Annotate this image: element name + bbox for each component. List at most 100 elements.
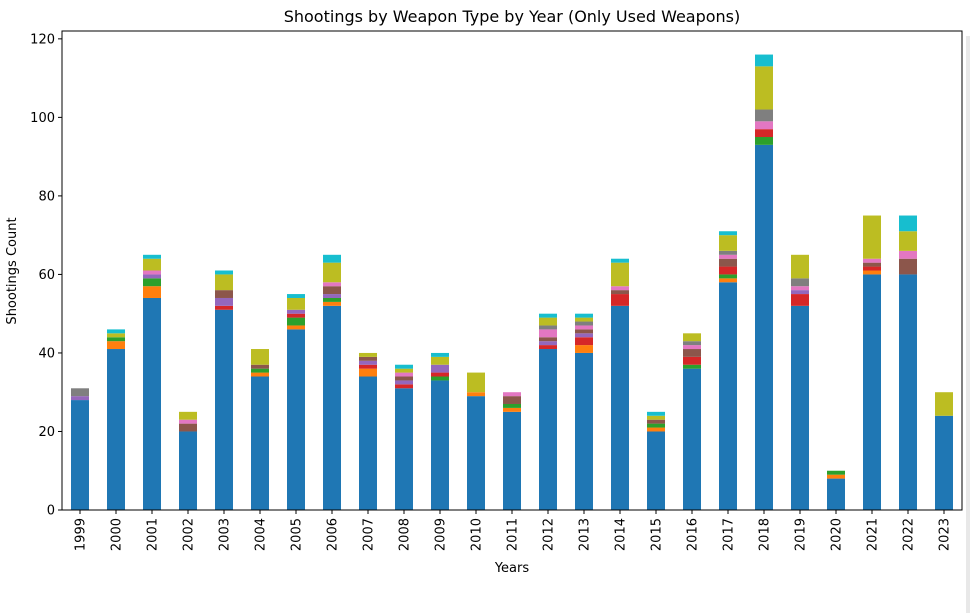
- bars-layer: [71, 54, 953, 511]
- bar-segment-2008-s3: [395, 384, 413, 389]
- bar-segment-2015-s5: [647, 419, 665, 424]
- bar-segment-1999-s0: [71, 400, 89, 510]
- bar-segment-2005-s4: [287, 309, 305, 314]
- bar-segment-2023-s0: [935, 415, 953, 510]
- bar-segment-2005-s9: [287, 294, 305, 298]
- x-tick-label-2019: 2019: [794, 518, 809, 551]
- bar-segment-2009-s2: [431, 376, 449, 381]
- bar-segment-2008-s6: [395, 372, 413, 377]
- bar-segment-2017-s5: [719, 258, 737, 267]
- y-axis-title: Shootings Count: [5, 217, 20, 324]
- x-tick-label-2023: 2023: [938, 518, 953, 551]
- bar-segment-2022-s8: [899, 231, 917, 251]
- y-tick-label-120: 120: [30, 32, 55, 47]
- bar-segment-2003-s0: [215, 309, 233, 510]
- bar-segment-2013-s1: [575, 345, 593, 353]
- bar-segment-2015-s0: [647, 431, 665, 510]
- x-tick-label-2015: 2015: [650, 518, 665, 551]
- bar-segment-2011-s1: [503, 407, 521, 412]
- bar-segment-2013-s7: [575, 321, 593, 326]
- bar-segment-2001-s8: [143, 258, 161, 271]
- bar-segment-2017-s9: [719, 231, 737, 236]
- bar-segment-2011-s5: [503, 396, 521, 404]
- y-tick-label-20: 20: [38, 425, 55, 440]
- bar-segment-2001-s2: [143, 278, 161, 287]
- bar-segment-2007-s8: [359, 352, 377, 357]
- bar-segment-2014-s0: [611, 305, 629, 510]
- x-tick-label-2005: 2005: [290, 518, 305, 551]
- bar-segment-2016-s3: [683, 356, 701, 365]
- bar-segment-2004-s8: [251, 349, 269, 365]
- y-tick-label-100: 100: [30, 111, 55, 126]
- bar-segment-2006-s8: [323, 262, 341, 283]
- bar-segment-2009-s3: [431, 372, 449, 377]
- x-tick-label-2021: 2021: [866, 518, 881, 551]
- bar-segment-2003-s8: [215, 274, 233, 291]
- bar-segment-2007-s3: [359, 364, 377, 369]
- bar-segment-2005-s1: [287, 325, 305, 330]
- bar-segment-2014-s3: [611, 294, 629, 306]
- bar-segment-2004-s0: [251, 376, 269, 510]
- bar-segment-2006-s6: [323, 282, 341, 287]
- bar-segment-2012-s6: [539, 329, 557, 338]
- bar-segment-2012-s0: [539, 349, 557, 510]
- bar-segment-2009-s8: [431, 356, 449, 365]
- bar-segment-2005-s0: [287, 329, 305, 510]
- x-axis-title: Years: [494, 561, 530, 576]
- bar-segment-2001-s6: [143, 270, 161, 275]
- bar-segment-2017-s1: [719, 278, 737, 283]
- bar-segment-2002-s0: [179, 431, 197, 510]
- bar-segment-2021-s1: [863, 270, 881, 275]
- bar-segment-2016-s2: [683, 364, 701, 369]
- bar-segment-2008-s8: [395, 368, 413, 373]
- bar-segment-1999-s7: [71, 388, 89, 397]
- bar-segment-2020-s1: [827, 474, 845, 479]
- x-tick-label-2000: 2000: [110, 518, 125, 551]
- bar-segment-2007-s1: [359, 368, 377, 377]
- x-tick-label-2007: 2007: [362, 518, 377, 551]
- bar-segment-2022-s9: [899, 215, 917, 232]
- x-tick-label-2004: 2004: [254, 518, 269, 551]
- bar-segment-2021-s0: [863, 274, 881, 510]
- x-tick-label-2006: 2006: [326, 518, 341, 551]
- bar-segment-2002-s6: [179, 419, 197, 424]
- x-tick-label-2018: 2018: [758, 518, 773, 551]
- bar-segment-2017-s0: [719, 282, 737, 510]
- bar-segment-2011-s2: [503, 403, 521, 408]
- bar-segment-2012-s8: [539, 317, 557, 326]
- bar-segment-2002-s8: [179, 411, 197, 420]
- bar-segment-2006-s9: [323, 254, 341, 263]
- bar-segment-1999-s4: [71, 396, 89, 401]
- bar-segment-2001-s0: [143, 297, 161, 510]
- bar-segment-2000-s8: [107, 333, 125, 338]
- x-tick-label-2011: 2011: [506, 518, 521, 551]
- bar-segment-2017-s3: [719, 266, 737, 275]
- bar-segment-2006-s2: [323, 297, 341, 302]
- bar-segment-2013-s4: [575, 333, 593, 338]
- bar-segment-2015-s8: [647, 415, 665, 420]
- x-tick-label-2022: 2022: [902, 518, 917, 551]
- bar-segment-2017-s6: [719, 254, 737, 259]
- bar-segment-2014-s9: [611, 258, 629, 263]
- bar-segment-2018-s2: [755, 137, 773, 145]
- x-tick-label-1999: 1999: [74, 518, 89, 551]
- bar-segment-2022-s0: [899, 274, 917, 510]
- bar-segment-2019-s0: [791, 305, 809, 510]
- bar-segment-2007-s0: [359, 376, 377, 510]
- y-tick-label-60: 60: [38, 268, 55, 283]
- bar-segment-2023-s8: [935, 392, 953, 416]
- bar-segment-2021-s6: [863, 258, 881, 263]
- x-tick-label-2014: 2014: [614, 518, 629, 551]
- bar-segment-2003-s4: [215, 297, 233, 306]
- x-tick-label-2002: 2002: [182, 518, 197, 551]
- bar-segment-2013-s3: [575, 337, 593, 346]
- bar-segment-2016-s5: [683, 349, 701, 357]
- bar-segment-2018-s9: [755, 54, 773, 67]
- bar-segment-2007-s5: [359, 356, 377, 361]
- x-tick-label-2001: 2001: [146, 518, 161, 551]
- bar-segment-2022-s5: [899, 258, 917, 275]
- bar-segment-2001-s1: [143, 286, 161, 298]
- bar-segment-2019-s4: [791, 290, 809, 295]
